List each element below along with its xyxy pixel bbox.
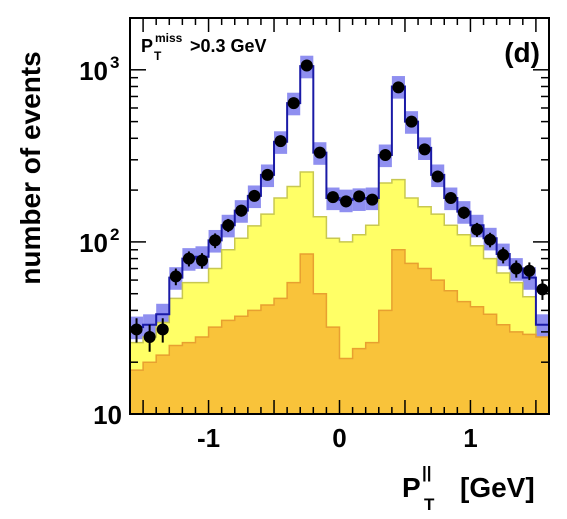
data-point	[300, 59, 313, 72]
data-point	[510, 262, 523, 275]
y-axis-title: number of events	[15, 51, 46, 284]
data-point	[470, 223, 483, 236]
data-point	[366, 193, 379, 206]
data-point	[235, 204, 248, 217]
cut-annotation-symbol: P	[141, 36, 153, 56]
x-axis-title: P T || [GeV]	[402, 463, 535, 514]
data-point	[156, 323, 169, 336]
data-point	[143, 331, 156, 344]
data-point	[182, 252, 195, 265]
x-axis-title-superscript: ||	[422, 463, 432, 482]
data-point	[431, 170, 444, 183]
plot-layer	[130, 55, 549, 414]
data-point	[418, 143, 431, 156]
y-tick-label: 10	[93, 400, 122, 430]
y-tick-label-exponent: 3	[110, 53, 119, 72]
y-tick-label: 10	[79, 56, 108, 86]
data-point	[222, 219, 235, 232]
data-point	[484, 233, 497, 246]
x-axis-title-symbol: P	[402, 472, 421, 503]
cut-annotation-subscript: T	[154, 49, 162, 63]
data-point	[274, 135, 287, 148]
cut-annotation: P T miss >0.3 GeV	[141, 31, 267, 63]
x-tick-label: 0	[332, 423, 346, 453]
data-point	[169, 270, 182, 283]
cut-annotation-superscript: miss	[155, 31, 183, 45]
data-point	[261, 168, 274, 181]
data-point	[536, 283, 549, 296]
orange-histogram	[130, 249, 549, 414]
x-axis-title-subscript: T	[424, 495, 435, 514]
data-point	[379, 148, 392, 161]
data-point	[392, 81, 405, 94]
x-tick-label: -1	[197, 423, 220, 453]
data-point	[444, 191, 457, 204]
data-point	[287, 97, 300, 110]
x-axis-title-unit: [GeV]	[460, 472, 535, 503]
data-point	[209, 234, 222, 247]
data-point	[405, 115, 418, 128]
data-point	[497, 248, 510, 261]
data-point	[340, 195, 353, 208]
data-point	[457, 206, 470, 219]
plot-area	[130, 55, 549, 414]
data-point	[196, 254, 209, 267]
data-point	[353, 190, 366, 203]
cut-annotation-condition: >0.3 GeV	[190, 36, 267, 56]
y-tick-label: 10	[79, 228, 108, 258]
data-point	[130, 323, 143, 336]
data-point	[313, 146, 326, 159]
panel-label: (d)	[504, 37, 540, 68]
data-point	[523, 264, 536, 277]
data-point	[326, 191, 339, 204]
x-tick-label: 1	[463, 423, 477, 453]
y-tick-label-exponent: 2	[110, 225, 119, 244]
data-point	[248, 189, 261, 202]
